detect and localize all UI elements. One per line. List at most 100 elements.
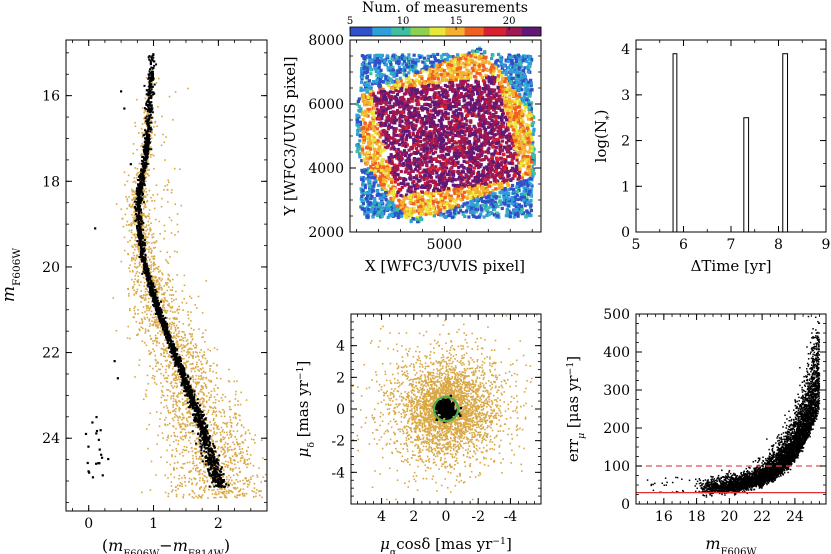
field-star — [225, 423, 228, 426]
member-star — [206, 447, 209, 450]
field-star — [168, 354, 170, 356]
field-star — [147, 81, 150, 83]
field-star — [196, 354, 199, 357]
field-star — [227, 491, 230, 493]
field-star — [226, 434, 229, 436]
field-star — [209, 475, 211, 478]
member-star — [145, 115, 148, 118]
member-star — [204, 427, 207, 430]
member-star — [208, 472, 211, 475]
field-star — [187, 342, 190, 345]
field-star — [128, 295, 130, 297]
member-star — [189, 377, 192, 380]
field-star — [199, 462, 201, 464]
field-star — [205, 377, 207, 380]
field-star — [182, 414, 184, 416]
member-star — [141, 178, 144, 181]
field-star — [171, 337, 174, 339]
member-star — [146, 268, 149, 271]
member-star — [144, 154, 147, 157]
member-star — [143, 144, 146, 147]
member-star — [209, 442, 212, 445]
field-star — [172, 400, 175, 403]
field-star — [156, 341, 158, 344]
field-star — [177, 421, 180, 424]
member-star — [143, 176, 146, 179]
field-star — [141, 132, 143, 134]
member-star — [137, 196, 140, 199]
field-star — [170, 297, 173, 300]
field-star — [186, 425, 189, 427]
field-star — [132, 252, 135, 254]
field-star — [173, 467, 175, 469]
field-star — [130, 236, 133, 239]
field-star — [145, 344, 148, 347]
field-star — [197, 427, 199, 429]
field-star — [181, 338, 183, 341]
field-star — [136, 290, 138, 293]
member-star — [191, 389, 194, 392]
field-star — [172, 365, 175, 368]
field-star — [158, 425, 161, 428]
field-star — [143, 214, 145, 216]
field-star — [161, 288, 163, 290]
member-star — [147, 85, 150, 88]
field-star — [221, 446, 223, 448]
coverage-cell — [465, 126, 469, 131]
member-star — [147, 271, 150, 274]
member-star — [218, 485, 221, 488]
member-star — [146, 135, 149, 138]
field-star — [185, 449, 188, 452]
field-star — [201, 312, 204, 314]
member-star — [154, 312, 157, 315]
field-star — [226, 481, 228, 484]
member-star — [148, 90, 151, 93]
field-star — [202, 371, 205, 373]
member-star — [173, 349, 176, 352]
field-star — [174, 234, 176, 236]
member-star — [208, 436, 211, 439]
member-star — [163, 320, 166, 323]
field-star — [227, 461, 230, 463]
member-star — [194, 413, 197, 416]
field-star — [158, 77, 160, 80]
field-star — [188, 323, 191, 326]
field-star — [144, 180, 147, 183]
field-star — [147, 329, 150, 332]
member-star — [138, 255, 141, 258]
field-star — [175, 376, 177, 378]
field-star — [261, 496, 263, 499]
field-star — [237, 404, 239, 406]
field-star — [245, 463, 247, 466]
member-star — [143, 84, 146, 87]
field-star — [133, 254, 135, 257]
field-star — [147, 307, 149, 309]
field-star — [140, 214, 142, 216]
member-star — [166, 337, 169, 340]
field-star — [206, 462, 208, 464]
field-star — [183, 402, 185, 405]
field-star — [247, 483, 249, 486]
field-star — [171, 385, 173, 387]
field-star — [152, 247, 155, 249]
member-star — [200, 417, 203, 420]
field-star — [195, 464, 198, 467]
coverage-cell — [357, 104, 361, 109]
field-star — [141, 154, 144, 157]
member-star — [156, 296, 159, 299]
field-star — [145, 224, 148, 227]
field-star — [142, 220, 144, 223]
field-star — [202, 423, 204, 426]
field-star — [195, 495, 197, 498]
member-star — [169, 345, 172, 348]
field-star — [200, 486, 203, 488]
field-star — [172, 406, 174, 408]
member-star — [139, 218, 142, 221]
field-star — [205, 400, 208, 403]
member-star — [134, 208, 137, 211]
field-star — [134, 180, 136, 183]
field-star — [174, 311, 176, 313]
field-star — [136, 270, 139, 273]
field-star — [136, 245, 139, 247]
field-star — [190, 422, 193, 424]
